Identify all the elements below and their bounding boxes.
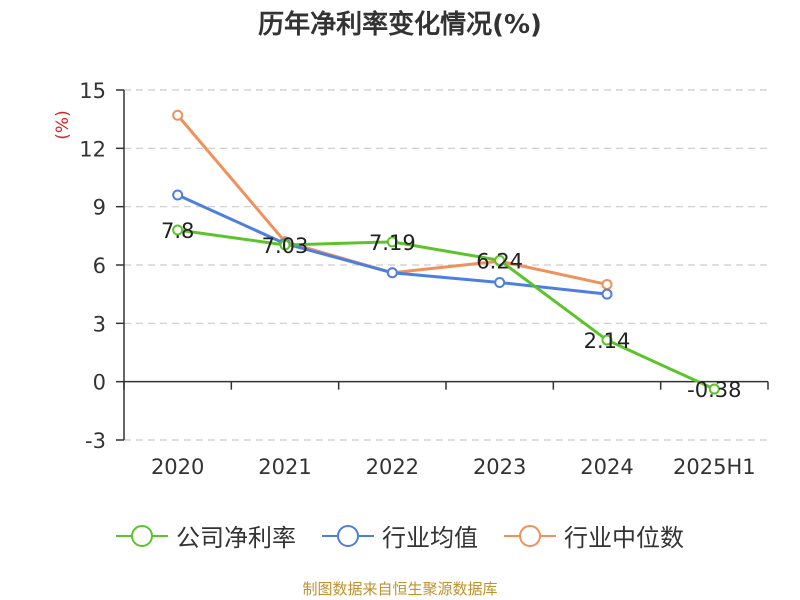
data-label: 7.03 [262,234,309,258]
x-tick-label: 2025H1 [673,455,756,479]
legend-marker-industry-median [504,524,556,548]
data-label: -0.38 [687,378,741,402]
data-point-1 [601,288,613,300]
data-point-0 [172,224,184,236]
x-tick-label: 2022 [366,455,419,479]
series-line-0 [177,228,715,391]
data-point-0 [601,334,613,346]
data-point-0 [386,236,398,248]
y-tick-label: 3 [93,312,106,336]
legend-marker-company [116,524,168,548]
series-line-2 [176,114,608,286]
chart-legend: 公司净利率 行业均值 行业中位数 [0,518,800,553]
data-point-2 [172,109,184,121]
data-point-0 [708,383,720,395]
legend-item-company[interactable]: 公司净利率 [116,518,296,553]
legend-item-industry-mean[interactable]: 行业均值 [322,518,478,553]
data-label: 7.8 [161,219,194,243]
data-label: 2.14 [584,329,631,353]
data-label: 6.24 [476,249,523,273]
y-tick-label: 9 [93,196,106,220]
x-tick-label: 2020 [151,455,204,479]
data-point-1 [386,267,398,279]
y-tick-label: -3 [85,429,106,453]
data-source-note: 制图数据来自恒生聚源数据库 [302,580,498,598]
x-tick-label: 2021 [258,455,311,479]
y-tick-label: 15 [79,79,106,103]
data-point-1 [494,277,506,288]
data-label: 7.19 [369,231,416,255]
legend-item-industry-median[interactable]: 行业中位数 [504,518,684,553]
data-point-0 [279,239,291,251]
legend-label-industry-mean: 行业均值 [382,524,478,552]
y-tick-label: 12 [79,137,106,161]
x-tick-label: 2023 [473,455,526,479]
y-tick-label: 6 [93,254,106,278]
legend-label-industry-median: 行业中位数 [564,524,684,552]
chart-title: 历年净利率变化情况(%) [258,10,542,40]
data-point-0 [494,254,506,266]
legend-marker-industry-mean [322,524,374,548]
data-point-2 [601,278,613,290]
x-tick-label: 2024 [580,455,633,479]
data-point-1 [172,189,184,201]
legend-label-company: 公司净利率 [176,524,296,552]
y-tick-label: 0 [93,371,106,395]
y-axis-label: (%) [53,110,73,139]
